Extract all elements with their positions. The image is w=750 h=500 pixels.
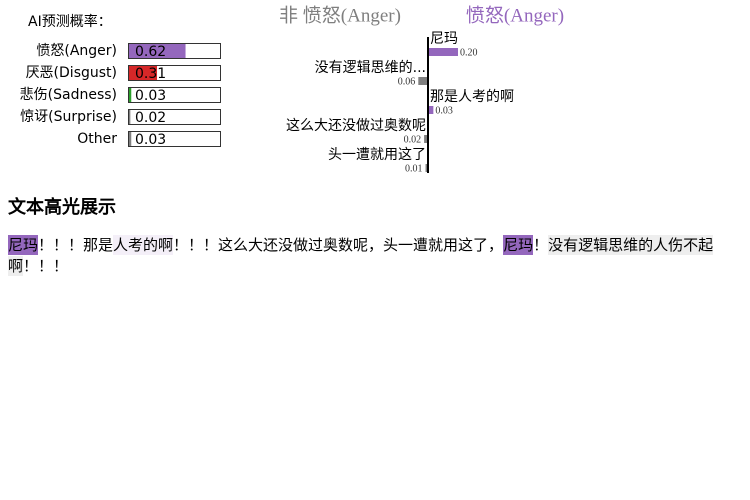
highlight-text: 尼玛！！！那是人考的啊！！！这么大还没做过奥数呢，头一遭就用这了，尼玛！没有逻辑… <box>8 235 733 277</box>
feature-label: 没有逻辑思维的... <box>315 60 426 76</box>
value-label: 0.02 <box>135 110 166 126</box>
feature-bar <box>429 106 434 114</box>
bar <box>128 65 158 81</box>
prob-title: AI预测概率： <box>28 13 112 30</box>
value-label: 0.03 <box>135 88 166 104</box>
bar <box>128 43 186 59</box>
feature-bar <box>425 164 427 172</box>
text-segment: ！！！那是 <box>38 236 114 254</box>
feature-label: 尼玛 <box>430 31 458 47</box>
value-label: 0.62 <box>135 44 166 60</box>
text-segment: 尼玛 <box>8 235 39 255</box>
bar-frame <box>128 87 221 103</box>
class-label: Other <box>77 131 117 147</box>
feature-bar <box>418 77 427 85</box>
feature-bar <box>424 135 427 143</box>
bar <box>128 109 131 125</box>
feature-label: 那是人考的啊 <box>430 89 514 105</box>
charts: AI预测概率： 愤怒(Anger) 0.62 厌恶(Disgust) 0.31 悲伤(S… <box>20 4 564 174</box>
bar-frame <box>128 43 221 59</box>
text-segment: 人考的啊 <box>113 235 174 255</box>
feature-value: 0.02 <box>404 134 422 145</box>
bar <box>128 87 132 103</box>
feature-label: 头一遭就用这了 <box>328 146 426 163</box>
feature-value: 0.01 <box>405 163 423 174</box>
bar-frame <box>128 109 221 125</box>
bar-frame <box>128 65 221 81</box>
feature-bar <box>429 48 458 56</box>
class-label: 厌恶(Disgust) <box>26 65 117 81</box>
value-label: 0.31 <box>135 66 166 82</box>
bar-frame <box>128 131 221 147</box>
bar <box>128 131 132 147</box>
text-segment: ！！！ <box>23 257 69 275</box>
class-header: 愤怒(Anger) <box>466 4 564 26</box>
feature-value: 0.03 <box>435 105 453 116</box>
highlight-title: 文本高光展示 <box>8 197 116 218</box>
text-segment: 尼玛 <box>503 235 534 255</box>
feature-value: 0.06 <box>398 76 416 87</box>
feature-value: 0.20 <box>460 47 478 58</box>
class-label: 悲伤(Sadness) <box>20 86 117 103</box>
class-header: 非 愤怒(Anger) <box>279 4 401 26</box>
text-segment: ！ <box>533 236 549 254</box>
value-label: 0.03 <box>135 132 166 148</box>
feature-label: 这么大还没做过奥数呢 <box>286 117 426 134</box>
class-label: 惊讶(Surprise) <box>20 109 117 125</box>
class-label: 愤怒(Anger) <box>36 43 117 59</box>
text-segment: ！！！这么大还没做过奥数呢，头一遭就用这了， <box>173 236 504 254</box>
